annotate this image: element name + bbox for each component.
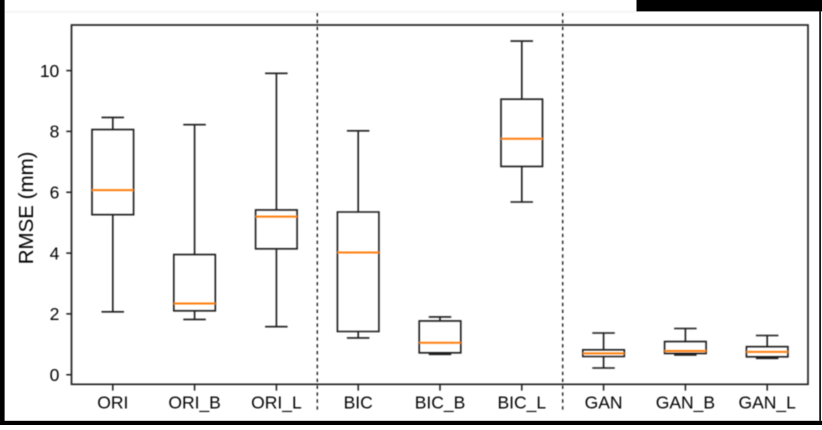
svg-text:GAN_L: GAN_L bbox=[739, 393, 797, 414]
svg-text:4: 4 bbox=[50, 243, 60, 263]
svg-text:GAN_B: GAN_B bbox=[656, 393, 715, 414]
svg-text:8: 8 bbox=[50, 122, 60, 142]
svg-text:ORI_B: ORI_B bbox=[168, 393, 221, 414]
svg-text:10: 10 bbox=[40, 61, 60, 81]
svg-text:BIC_B: BIC_B bbox=[415, 393, 466, 414]
svg-text:ORI_L: ORI_L bbox=[251, 393, 302, 414]
svg-text:6: 6 bbox=[50, 182, 60, 202]
svg-text:0: 0 bbox=[50, 365, 60, 385]
svg-text:BIC: BIC bbox=[344, 393, 373, 413]
svg-text:BIC_L: BIC_L bbox=[497, 393, 546, 414]
svg-text:ORI: ORI bbox=[97, 393, 128, 413]
svg-text:RMSE (mm): RMSE (mm) bbox=[15, 152, 38, 265]
svg-text:2: 2 bbox=[50, 304, 60, 324]
svg-text:GAN: GAN bbox=[585, 393, 623, 413]
